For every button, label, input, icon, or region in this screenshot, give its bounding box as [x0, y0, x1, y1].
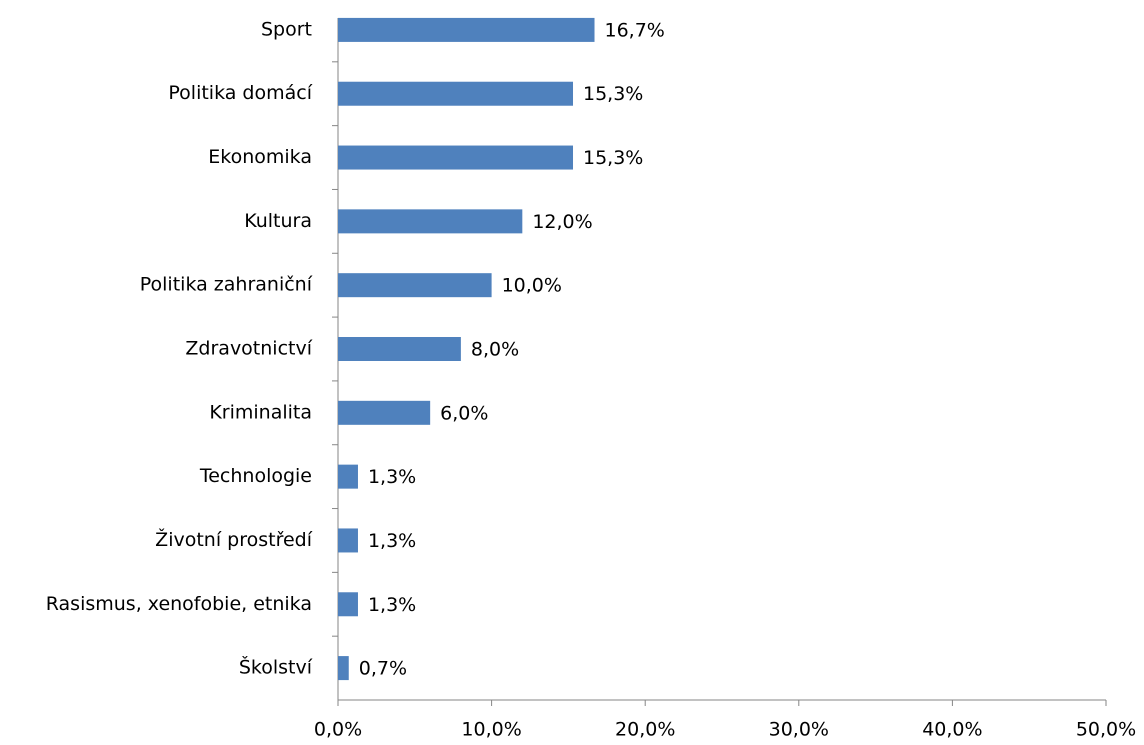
value-label: 15,3%	[583, 83, 643, 105]
bar	[338, 273, 492, 298]
value-label: 15,3%	[583, 147, 643, 169]
y-tick-label: Kultura	[244, 210, 312, 232]
y-tick-label: Zdravotnictví	[185, 338, 312, 360]
y-tick-label: Sport	[261, 18, 312, 40]
y-tick-label: Rasismus, xenofobie, etnika	[46, 593, 312, 615]
value-label: 1,3%	[368, 594, 416, 616]
bar	[338, 81, 574, 106]
value-label: 10,0%	[502, 275, 562, 297]
value-label: 1,3%	[368, 466, 416, 488]
x-tick-label: 50,0%	[1076, 719, 1136, 741]
x-tick-label: 30,0%	[769, 719, 829, 741]
bar	[338, 145, 574, 170]
bar	[338, 464, 358, 489]
bar	[338, 592, 358, 617]
bar	[338, 17, 595, 42]
value-label: 16,7%	[605, 19, 665, 41]
bar	[338, 528, 358, 553]
y-tick-label: Politika zahraniční	[140, 274, 313, 296]
value-label: 12,0%	[532, 211, 592, 233]
bar	[338, 209, 523, 234]
x-tick-label: 20,0%	[615, 719, 675, 741]
value-label: 1,3%	[368, 530, 416, 552]
value-label: 6,0%	[440, 402, 488, 424]
bar	[338, 656, 349, 681]
value-label: 8,0%	[471, 339, 519, 361]
x-tick-label: 40,0%	[922, 719, 982, 741]
x-tick-label: 10,0%	[461, 719, 521, 741]
y-tick-label: Technologie	[199, 465, 312, 487]
y-tick-label: Kriminalita	[209, 401, 312, 423]
y-tick-label: Životní prostředí	[155, 528, 313, 551]
x-tick-label: 0,0%	[314, 719, 362, 741]
bar	[338, 337, 461, 361]
y-tick-label: Ekonomika	[208, 146, 312, 168]
y-tick-label: Školství	[239, 655, 313, 679]
bar	[338, 400, 431, 425]
y-tick-label: Politika domácí	[168, 82, 312, 104]
value-label: 0,7%	[359, 658, 407, 680]
